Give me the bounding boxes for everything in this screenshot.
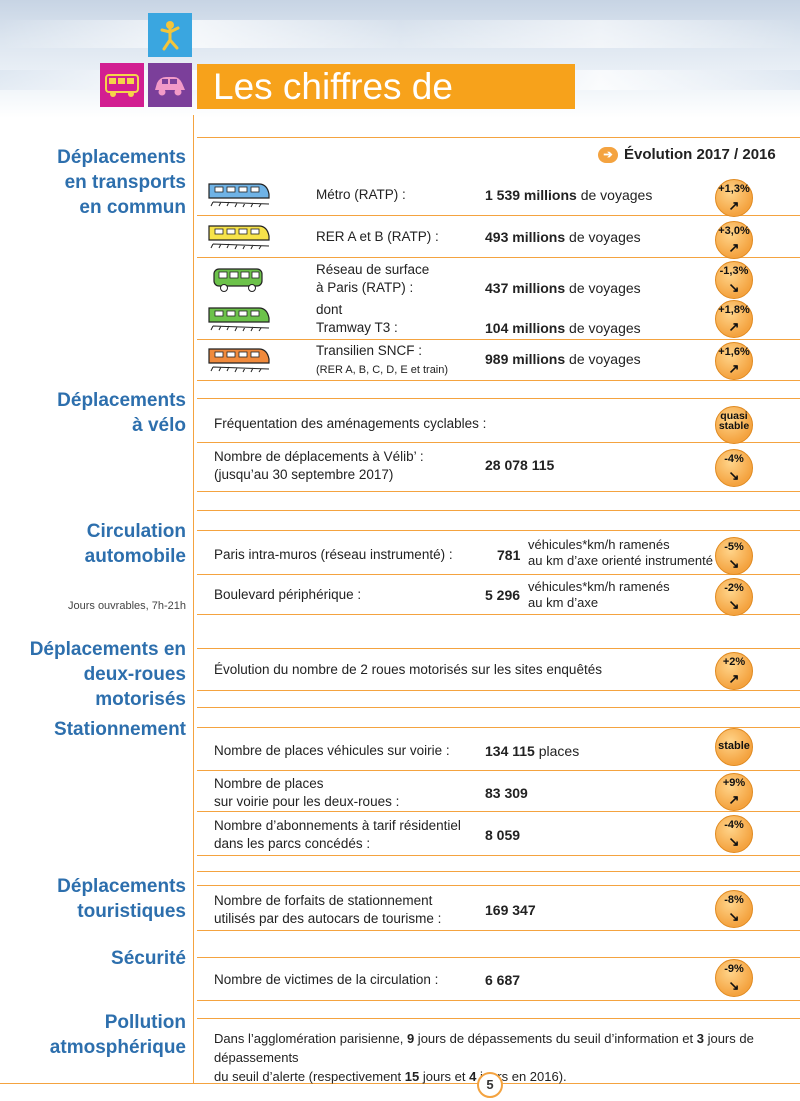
footer-line xyxy=(0,1083,800,1084)
row-divider xyxy=(197,215,800,216)
section-auto: Circulation automobile xyxy=(84,521,186,567)
row-divider xyxy=(197,885,800,886)
places-value: 134 115 places xyxy=(485,743,580,759)
section-auto-note: Jours ouvrables, 7h-21h xyxy=(67,600,186,612)
vertical-divider xyxy=(193,115,194,1083)
transilien-icon xyxy=(208,348,270,373)
page-title: Les chiffres de l’année xyxy=(197,64,575,152)
row-divider xyxy=(197,137,800,138)
intramuros-label: Paris intra-muros (réseau instrumenté) : xyxy=(214,547,453,562)
periph-unit: véhicules*km/h ramenés au km d’axe xyxy=(528,579,670,610)
surface-evolution-badge: -1,3% ↘ xyxy=(715,261,753,299)
places2r-evolution-badge: +9% ↗ xyxy=(715,773,753,811)
tram-value: 104 millions de voyages xyxy=(485,320,641,336)
row-divider xyxy=(197,727,800,728)
victimes-label: Nombre de victimes de la circulation : xyxy=(214,972,439,987)
row-divider xyxy=(197,811,800,812)
periph-label: Boulevard périphérique : xyxy=(214,587,362,602)
row-divider xyxy=(197,380,800,381)
row-divider xyxy=(197,648,800,649)
pollution-text: Dans l’agglomération parisienne, 9 jours… xyxy=(214,1031,754,1084)
section-transports: Déplacements en transports en commun xyxy=(57,147,186,218)
bus-green-icon xyxy=(213,268,263,292)
section-stationnement: Stationnement xyxy=(54,719,186,740)
section-velo: Déplacements à vélo xyxy=(57,390,186,436)
metro-value: 1 539 millions de voyages xyxy=(485,187,653,203)
deuxroues-label: Évolution du nombre de 2 roues motorisés… xyxy=(214,662,602,677)
velib-evolution-badge: -4% ↘ xyxy=(715,449,753,487)
rer-icon xyxy=(208,225,270,250)
abonnements-label: Nombre d’abonnements à tarif résidentiel… xyxy=(214,818,461,851)
places2r-label: Nombre de places sur voirie pour les deux… xyxy=(214,776,400,809)
surface-value: 437 millions de voyages xyxy=(485,280,641,296)
velib-label: Nombre de déplacements à Vélib’ : (jusqu’… xyxy=(214,449,424,482)
deuxroues-evolution-badge: +2% ↗ xyxy=(715,652,753,690)
rer-label: RER A et B (RATP) : xyxy=(316,229,439,244)
row-divider xyxy=(197,957,800,958)
tram-icon xyxy=(208,307,270,332)
places-label: Nombre de places véhicules sur voirie : xyxy=(214,743,450,758)
row-divider xyxy=(197,491,800,492)
transilien-label: Transilien SNCF : (RER A, B, C, D, E et t… xyxy=(316,343,449,376)
velib-value: 28 078 115 xyxy=(485,457,555,473)
forfaits-evolution-badge: -8% ↘ xyxy=(715,890,753,928)
evolution-header: ➔ Évolution 2017 / 2016 xyxy=(598,146,776,163)
abonnements-evolution-badge: -4% ↘ xyxy=(715,815,753,853)
transilien-value: 989 millions de voyages xyxy=(485,351,641,367)
row-divider xyxy=(197,398,800,399)
pedestrian-icon xyxy=(148,13,192,57)
cyclables-label: Fréquentation des aménagements cyclables… xyxy=(214,416,487,431)
places2r-value: 83 309 xyxy=(485,785,528,801)
row-divider xyxy=(197,442,800,443)
section-pollution: Pollution atmosphérique xyxy=(49,1012,186,1058)
tram-evolution-badge: +1,8% ↗ xyxy=(715,300,753,338)
row-divider xyxy=(197,574,800,575)
row-divider xyxy=(197,1000,800,1001)
section-deuxroues: Déplacements en deux-roues motorisés xyxy=(29,639,186,710)
section-touristiques: Déplacements touristiques xyxy=(57,876,186,922)
page-number: 5 xyxy=(477,1072,503,1098)
abonnements-value: 8 059 xyxy=(485,827,521,843)
intramuros-value: 781 xyxy=(497,547,521,563)
row-divider xyxy=(197,510,800,511)
victimes-evolution-badge: -9% ↘ xyxy=(715,959,753,997)
row-divider xyxy=(197,871,800,872)
row-divider xyxy=(197,1018,800,1019)
intramuros-unit: véhicules*km/h ramenés au km d’axe orient… xyxy=(528,537,713,568)
evolution-label: Évolution 2017 / 2016 xyxy=(624,146,776,163)
row-divider xyxy=(197,930,800,931)
row-divider xyxy=(197,614,800,615)
row-divider xyxy=(197,690,800,691)
periph-evolution-badge: -2% ↘ xyxy=(715,578,753,616)
cyclables-evolution-badge: quasi stable xyxy=(715,406,753,444)
section-securite: Sécurité xyxy=(111,948,186,969)
car-icon xyxy=(148,63,192,107)
row-divider xyxy=(197,339,800,340)
surface-label: Réseau de surface à Paris (RATP) : xyxy=(316,262,430,295)
metro-icon xyxy=(208,183,270,208)
tram-label: dont Tramway T3 : xyxy=(316,302,398,335)
intramuros-evolution-badge: -5% ↘ xyxy=(715,537,753,575)
row-divider xyxy=(197,257,800,258)
forfaits-label: Nombre de forfaits de stationnement utili… xyxy=(214,893,442,926)
rer-value: 493 millions de voyages xyxy=(485,229,641,245)
transilien-evolution-badge: +1,6% ↗ xyxy=(715,342,753,380)
rer-evolution-badge: +3,0% ↗ xyxy=(715,221,753,259)
metro-label: Métro (RATP) : xyxy=(316,187,406,202)
forfaits-value: 169 347 xyxy=(485,902,536,918)
periph-value: 5 296 xyxy=(485,587,521,603)
row-divider xyxy=(197,855,800,856)
victimes-value: 6 687 xyxy=(485,972,521,988)
row-divider xyxy=(197,707,800,708)
row-divider xyxy=(197,770,800,771)
metro-evolution-badge: +1,3% ↗ xyxy=(715,179,753,217)
arrow-right-icon: ➔ xyxy=(598,146,618,163)
row-divider xyxy=(197,530,800,531)
bus-icon xyxy=(100,63,144,107)
places-evolution-badge: stable xyxy=(715,728,753,766)
